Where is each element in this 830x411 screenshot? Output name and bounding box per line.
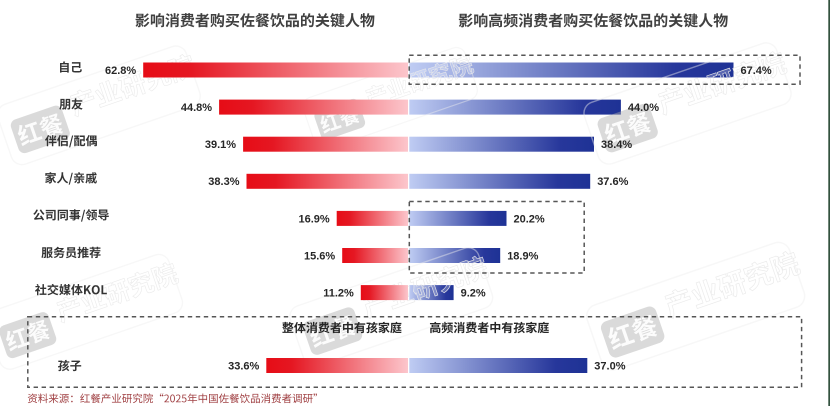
svg-text:16.9%: 16.9% xyxy=(298,213,329,225)
svg-text:9.2%: 9.2% xyxy=(461,288,486,300)
svg-text:11.2%: 11.2% xyxy=(323,288,354,300)
svg-text:37.0%: 37.0% xyxy=(594,360,625,372)
svg-text:37.6%: 37.6% xyxy=(597,176,628,188)
svg-text:39.1%: 39.1% xyxy=(205,139,236,151)
svg-text:44.0%: 44.0% xyxy=(628,102,659,114)
svg-text:62.8%: 62.8% xyxy=(105,65,136,77)
svg-text:15.6%: 15.6% xyxy=(304,250,335,262)
svg-text:33.6%: 33.6% xyxy=(228,360,259,372)
svg-text:38.4%: 38.4% xyxy=(601,139,632,151)
svg-text:38.3%: 38.3% xyxy=(208,176,239,188)
svg-text:20.2%: 20.2% xyxy=(514,213,545,225)
svg-text:67.4%: 67.4% xyxy=(741,65,772,77)
svg-text:18.9%: 18.9% xyxy=(507,250,538,262)
svg-text:44.8%: 44.8% xyxy=(181,102,212,114)
